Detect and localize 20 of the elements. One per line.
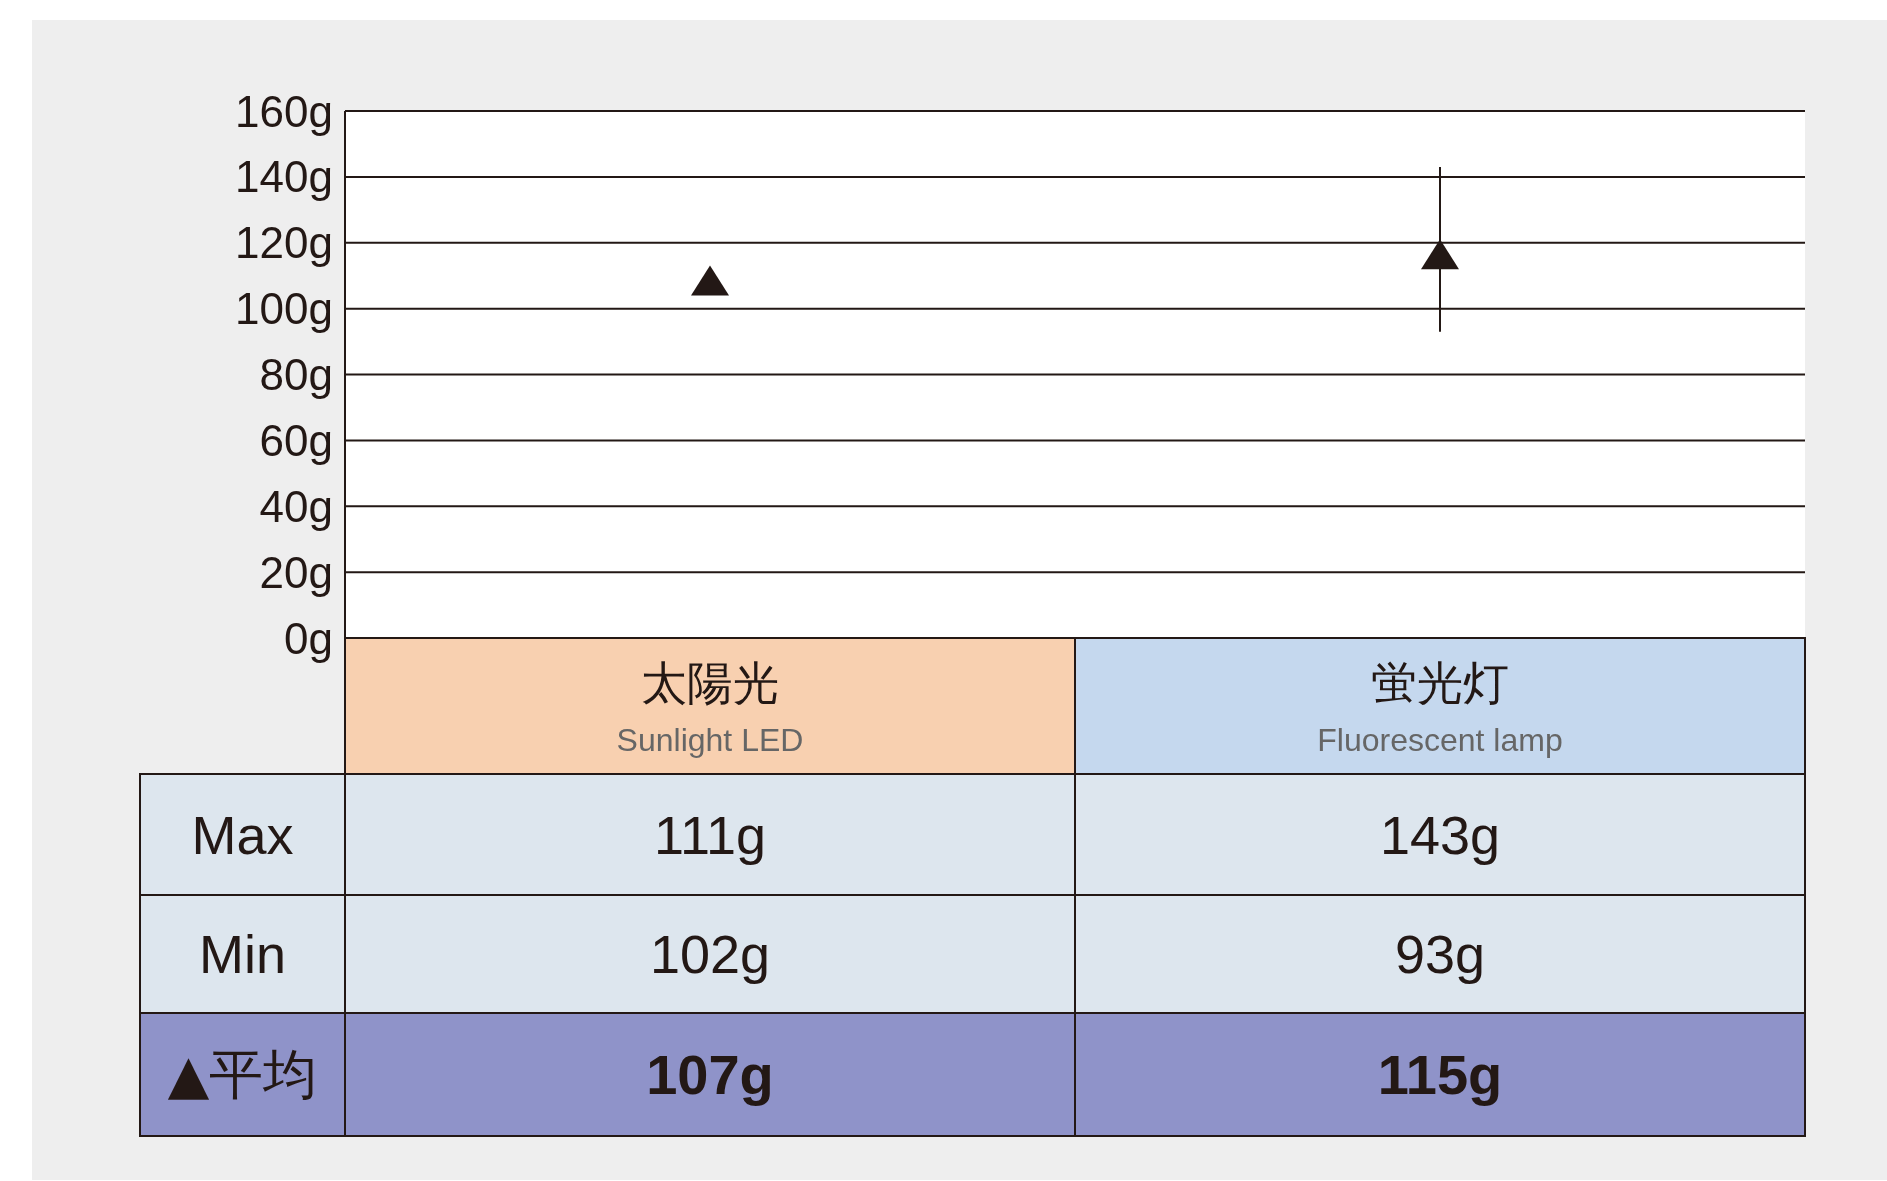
y-tick-label: 60g: [259, 415, 333, 465]
y-tick-label: 140g: [235, 152, 333, 202]
legend-label: ▲平均: [167, 1043, 318, 1106]
x-tick-label: 太陽光 Sunlight LED: [616, 657, 804, 758]
text: 143g: [1379, 804, 1501, 865]
y-tick-label: 0g: [284, 613, 333, 663]
text: 93g: [1394, 924, 1486, 984]
text: 102g: [649, 924, 771, 984]
y-tick-label: 160g: [235, 86, 333, 136]
data-label: 115g: [1377, 1043, 1503, 1106]
data-label: 107g: [646, 1043, 774, 1106]
text: 111g: [653, 804, 767, 865]
y-tick-label: 100g: [235, 284, 333, 334]
y-tick-label: 120g: [235, 218, 333, 268]
y-tick-label: 80g: [259, 350, 333, 399]
y-tick-label: 20g: [259, 547, 333, 597]
y-tick-label: 40g: [259, 481, 333, 531]
x-tick-label: 蛍光灯 Fluorescent lamp: [1317, 657, 1563, 758]
text: Min: [198, 924, 287, 984]
text: Max: [191, 804, 294, 865]
